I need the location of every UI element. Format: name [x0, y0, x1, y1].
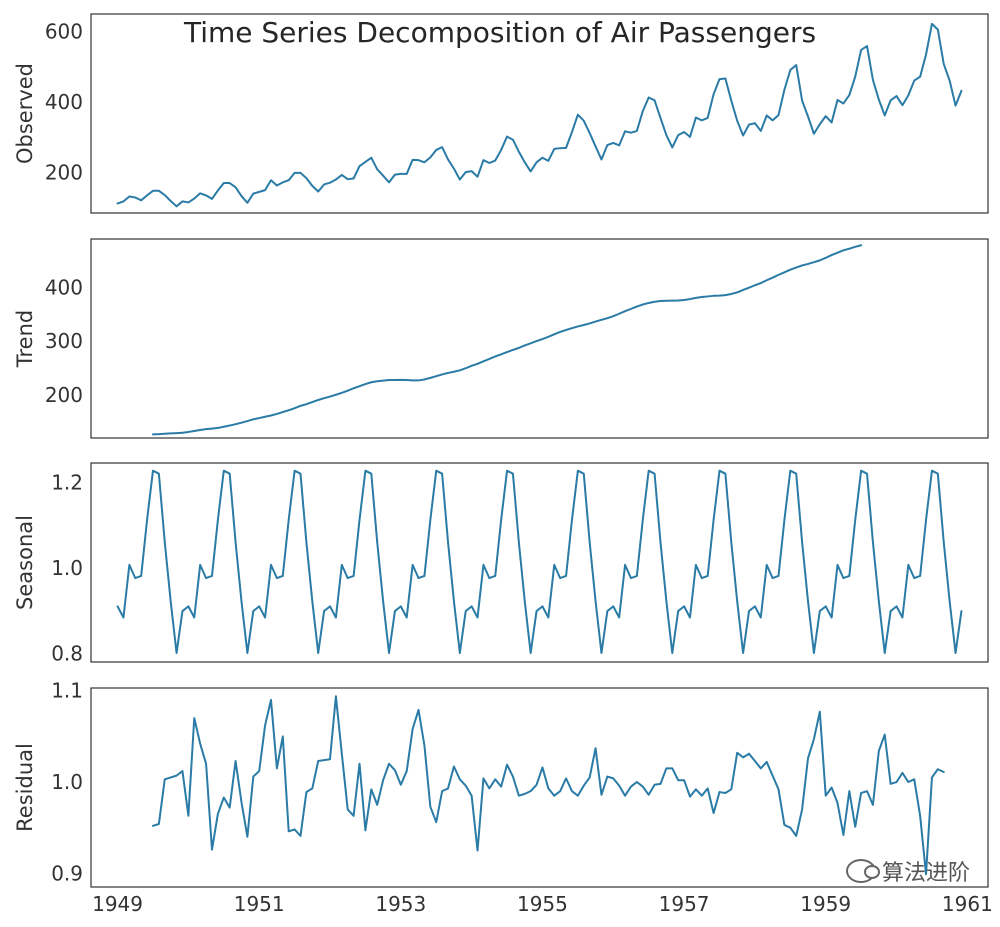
y-tick-label: 400 [45, 90, 83, 114]
series-line-seasonal [116, 469, 963, 655]
watermark: 算法进阶 [845, 855, 970, 887]
y-axis-label: Seasonal [13, 515, 37, 610]
x-tick-label: 1951 [234, 892, 285, 916]
series-line-residual [151, 695, 945, 876]
wechat-icon [845, 859, 880, 883]
series-line-observed [116, 22, 963, 208]
y-tick-label: 0.9 [51, 861, 83, 885]
x-tick-label: 1957 [659, 892, 710, 916]
y-tick-label: 400 [45, 275, 83, 299]
y-tick-label: 300 [45, 329, 83, 353]
watermark-text: 算法进阶 [881, 861, 970, 886]
chart-title: Time Series Decomposition of Air Passeng… [183, 16, 816, 49]
x-tick-label: 1949 [92, 892, 143, 916]
series-line-trend [151, 244, 863, 436]
panel-trend: 200 300 400 Trend [13, 238, 989, 439]
panel-observed: 200 400 600 Observed [13, 13, 989, 214]
y-tick-label: 0.8 [51, 641, 83, 665]
panels-group: 200 400 600 Observed 200 300 400 Trend 0.8 1.0 1.2… [13, 13, 993, 916]
y-tick-label: 1.2 [51, 470, 83, 494]
panel-frame [90, 13, 989, 214]
panel-frame [90, 238, 989, 439]
y-tick-label: 1.0 [51, 770, 83, 794]
x-tick-label: 1953 [375, 892, 426, 916]
y-tick-label: 200 [45, 383, 83, 407]
y-tick-label: 1.1 [51, 679, 83, 703]
y-tick-label: 200 [45, 160, 83, 184]
y-axis-label: Residual [13, 743, 37, 832]
y-tick-label: 1.0 [51, 556, 83, 580]
panel-frame [90, 687, 989, 888]
panel-residual: 0.9 1.0 1.1 Residual [13, 679, 989, 888]
x-tick-label: 1955 [517, 892, 568, 916]
x-tick-label: 1961 [942, 892, 993, 916]
y-axis-label: Observed [13, 63, 37, 164]
panel-seasonal: 0.8 1.0 1.2 Seasonal [13, 462, 989, 665]
panel-frame [90, 462, 989, 663]
y-tick-label: 600 [45, 20, 83, 44]
y-axis-label: Trend [13, 310, 37, 368]
x-tick-label: 1959 [800, 892, 851, 916]
